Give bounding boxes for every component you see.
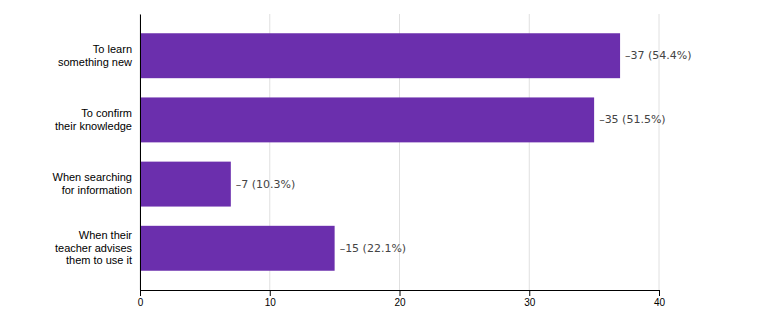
chart: 0 10 20 30 40 To learnsomething new To confirm… [0, 0, 759, 322]
bar [140, 33, 620, 78]
bars [140, 33, 620, 270]
bar [140, 97, 594, 142]
plot: 0 10 20 30 40 To learnsomething new To confirm… [53, 14, 692, 308]
x-tick: 20 [394, 290, 406, 308]
data-labels: –37 (54.4%) –35 (51.5%) –7 (10.3%) –15 (22.… [236, 49, 692, 255]
y-tick-label-line: them to use it [66, 254, 132, 266]
y-tick-label-line: their knowledge [55, 120, 132, 132]
y-tick-label: When theirteacher advisesthem to use it [55, 229, 133, 266]
x-tick: 10 [265, 290, 277, 308]
x-tick-label: 0 [138, 297, 144, 308]
y-tick: To learnsomething new [58, 43, 132, 68]
x-tick-mark [140, 290, 141, 296]
x-tick-mark [270, 290, 271, 296]
y-tick-label-line: for information [62, 184, 132, 196]
y-tick-label-line: When their [79, 229, 133, 241]
data-label: –15 (22.1%) [340, 242, 407, 255]
y-tick: When searchingfor information [53, 171, 133, 196]
y-tick-label: When searchingfor information [53, 171, 133, 196]
bar [140, 162, 231, 207]
x-tick-label: 10 [265, 297, 277, 308]
y-tick: To confirmtheir knowledge [55, 107, 132, 132]
x-tick-label: 20 [394, 297, 406, 308]
y-tick-label-line: something new [58, 56, 132, 68]
y-tick-label-line: When searching [53, 171, 133, 183]
x-tick: 30 [524, 290, 536, 308]
grid [140, 14, 659, 290]
y-tick-label-line: To confirm [81, 107, 132, 119]
data-label: –35 (51.5%) [599, 113, 666, 126]
x-tick: 40 [654, 290, 666, 308]
y-axis-line [140, 15, 141, 291]
data-label: –7 (10.3%) [236, 178, 296, 191]
y-tick-label-line: To learn [93, 43, 132, 55]
x-axis-line [141, 291, 660, 297]
y-tick: When theirteacher advisesthem to use it [55, 229, 133, 266]
data-label: –37 (54.4%) [625, 49, 692, 62]
x-tick-mark [659, 290, 660, 296]
x-tick-mark [529, 290, 530, 296]
x-axis: 0 10 20 30 40 [138, 290, 666, 308]
x-tick-mark [400, 290, 401, 296]
y-tick-label-line: teacher advises [55, 242, 133, 254]
x-tick-label: 30 [524, 297, 536, 308]
grid-line [140, 14, 141, 290]
x-tick: 0 [138, 290, 144, 308]
y-axis: To learnsomething new To confirmtheir kno… [53, 15, 141, 291]
x-tick-label: 40 [654, 297, 666, 308]
y-tick-label: To confirmtheir knowledge [55, 107, 132, 132]
bar [140, 226, 335, 271]
y-tick-label: To learnsomething new [58, 43, 132, 68]
